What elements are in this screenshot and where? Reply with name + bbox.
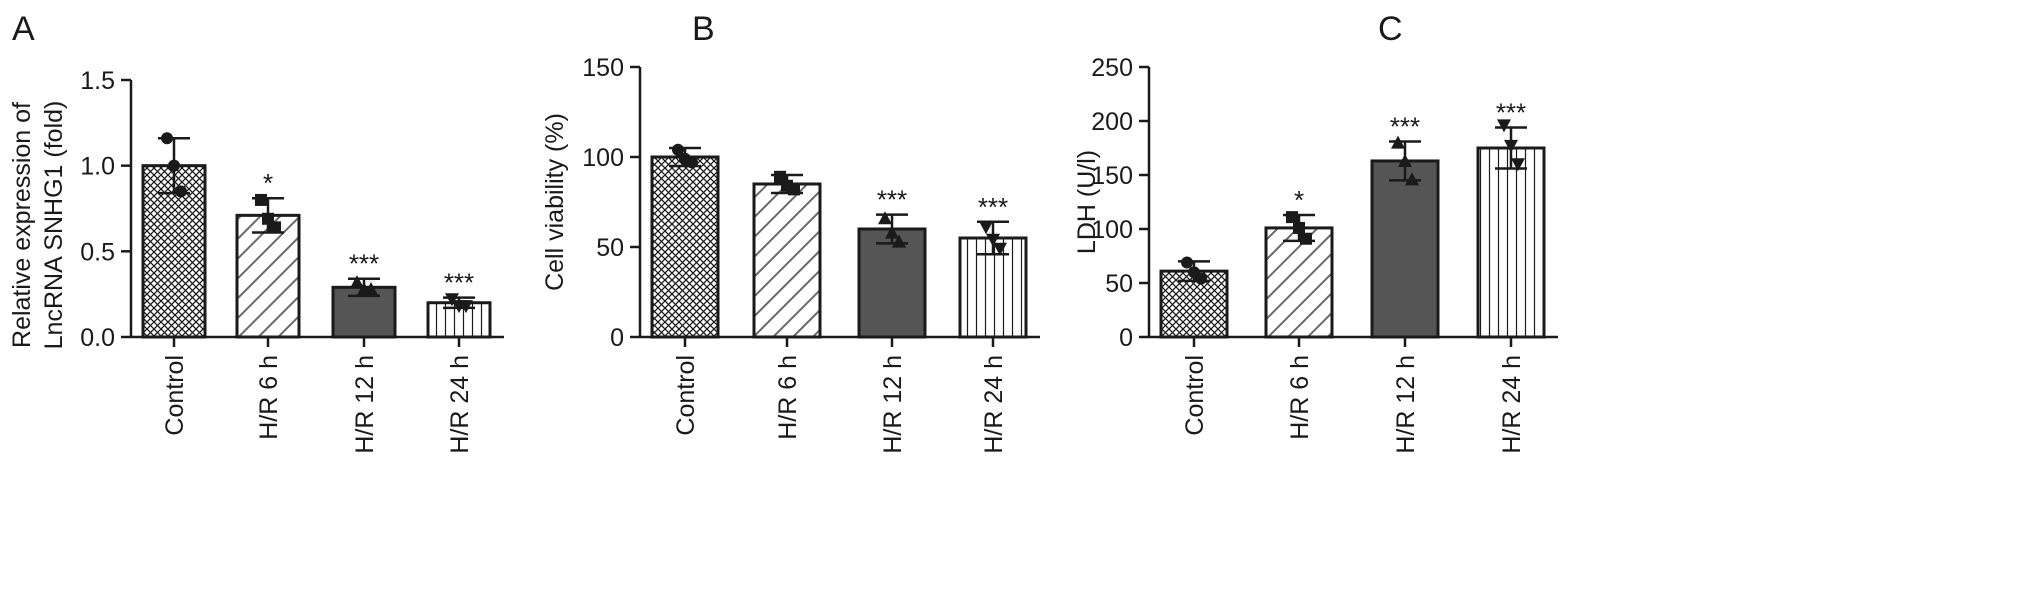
- data-point: [445, 293, 459, 307]
- panel-a-plot: 0.0 0.5 1.0 1.5 Control H/R 6 h * H/R 12 h *** H/…: [80, 67, 504, 454]
- x-tick-label: H/R 12 h: [351, 355, 379, 454]
- y-tick-label: 50: [596, 234, 624, 262]
- bar: [1476, 146, 1546, 339]
- panel-c-plot: 0 50 100 150 200 250 Control H/R 6 h * H/R 12 h **…: [1091, 54, 1558, 454]
- bar: [650, 155, 720, 339]
- data-point: [1497, 119, 1511, 133]
- y-tick-label: 1.0: [80, 153, 115, 181]
- data-point: [1391, 135, 1405, 149]
- data-point: [350, 275, 364, 289]
- y-tick-label: 150: [1091, 162, 1133, 190]
- data-point: [1286, 211, 1298, 224]
- panel-b: B Cell viability (%) 0 50 100 150 Control H/R…: [541, 10, 1040, 454]
- panel-c-label: C: [1378, 10, 1403, 48]
- data-point: [1405, 172, 1419, 186]
- x-tick-label: Control: [1181, 355, 1209, 436]
- data-point: [175, 185, 187, 198]
- data-point: [885, 225, 899, 239]
- panel-b-label: B: [692, 10, 715, 48]
- panel-b-ylabel: Cell viability (%): [541, 113, 569, 291]
- x-tick-label: H/R 24 h: [446, 355, 474, 454]
- data-point: [255, 193, 267, 206]
- significance-label: ***: [978, 192, 1008, 222]
- data-point: [161, 132, 173, 145]
- y-tick-label: 0: [610, 324, 624, 352]
- y-tick-label: 50: [1105, 270, 1133, 298]
- y-tick-label: 0.0: [80, 324, 115, 352]
- significance-label: ***: [444, 268, 474, 298]
- significance-label: ***: [1390, 112, 1420, 142]
- y-tick-label: 150: [582, 54, 624, 82]
- data-point: [1398, 153, 1412, 167]
- x-tick-label: H/R 6 h: [774, 355, 802, 440]
- y-tick-label: 250: [1091, 54, 1133, 82]
- y-tick-label: 1.5: [80, 67, 115, 95]
- bar: [1370, 159, 1440, 339]
- data-point: [1511, 158, 1525, 172]
- data-point: [1181, 256, 1193, 269]
- data-point: [672, 143, 684, 156]
- y-tick-label: 100: [1091, 216, 1133, 244]
- data-point: [892, 234, 906, 248]
- significance-label: *: [263, 168, 273, 198]
- data-point: [1293, 221, 1305, 234]
- x-tick-label: Control: [161, 355, 189, 436]
- significance-label: ***: [877, 185, 907, 215]
- significance-label: ***: [1496, 97, 1526, 127]
- data-point: [459, 300, 473, 314]
- panel-a-label: A: [12, 10, 35, 48]
- bar: [857, 227, 927, 339]
- data-point: [269, 221, 281, 234]
- bar: [752, 182, 822, 339]
- data-point: [1300, 232, 1312, 245]
- data-point: [686, 156, 698, 169]
- panel-c-ylabel: LDH (U/l): [1073, 150, 1101, 254]
- data-point: [1195, 272, 1207, 285]
- data-point: [168, 159, 180, 172]
- y-tick-label: 100: [582, 144, 624, 172]
- x-tick-label: H/R 24 h: [1498, 355, 1526, 454]
- data-point: [364, 282, 378, 296]
- y-tick-label: 0.5: [80, 238, 115, 266]
- significance-label: ***: [349, 249, 379, 279]
- y-tick-label: 0: [1119, 324, 1133, 352]
- x-tick-label: H/R 12 h: [1392, 355, 1420, 454]
- data-point: [1504, 139, 1518, 153]
- panel-c: C LDH (U/l) 0 50 100 150 200 250 Control H/R 6 …: [1073, 10, 1558, 454]
- significance-label: *: [1294, 185, 1304, 215]
- panel-a-ylabel-line-1: Relative expression of: [8, 102, 36, 348]
- data-point: [788, 183, 800, 196]
- y-tick-label: 200: [1091, 108, 1133, 136]
- bar: [1264, 226, 1334, 339]
- x-tick-label: H/R 6 h: [1286, 355, 1314, 440]
- data-point: [878, 211, 892, 225]
- x-tick-label: Control: [672, 355, 700, 436]
- data-point: [986, 233, 1000, 247]
- x-tick-label: H/R 6 h: [255, 355, 283, 440]
- panel-b-plot: 0 50 100 150 Control H/R 6 h H/R 12 h *** H/R 24…: [582, 54, 1040, 454]
- x-tick-label: H/R 24 h: [980, 355, 1008, 454]
- x-tick-label: H/R 12 h: [879, 355, 907, 454]
- data-point: [993, 242, 1007, 256]
- panel-a: A Relative expression of LncRNA SNHG1 (f…: [8, 10, 504, 454]
- panel-a-ylabel-line-2: LncRNA SNHG1 (fold): [40, 101, 68, 350]
- data-point: [979, 221, 993, 235]
